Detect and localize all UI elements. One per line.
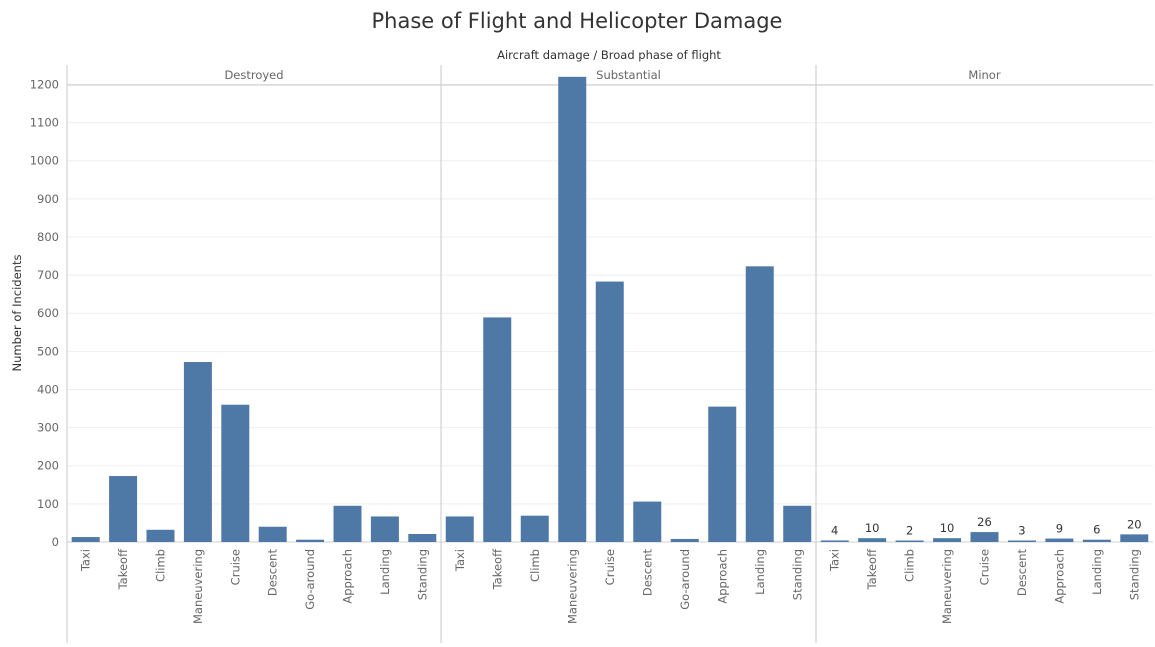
x-tick-label: Landing xyxy=(753,549,767,595)
data-label: 26 xyxy=(977,515,992,529)
plot-area: 0 100 200 300 400 500 600 700 800 900 1000 1100 1200… xyxy=(30,65,1153,643)
bar-substantial-landing xyxy=(745,266,774,542)
bar-minor-climb xyxy=(895,540,924,542)
bar-destroyed-descent xyxy=(258,526,287,542)
data-label: 20 xyxy=(1127,517,1142,531)
y-tick-label: 400 xyxy=(37,382,59,396)
data-label: 3 xyxy=(1018,524,1025,538)
x-tick-label: Climb xyxy=(154,549,168,582)
bar-destroyed-landing xyxy=(370,516,399,542)
x-tick-label: Maneuvering xyxy=(940,549,954,624)
y-tick-label: 200 xyxy=(37,459,59,473)
bar-destroyed-approach xyxy=(333,505,362,542)
bar-substantial-takeoff xyxy=(483,317,512,542)
x-tick-label: Takeoff xyxy=(865,548,879,591)
y-tick-label: 300 xyxy=(37,421,59,435)
x-tick-label: Taxi xyxy=(453,549,467,572)
y-tick-label: 600 xyxy=(37,306,59,320)
bar-substantial-approach xyxy=(708,406,737,542)
data-label: 4 xyxy=(831,523,838,537)
bar-substantial-climb xyxy=(520,515,549,542)
x-tick-label: Approach xyxy=(715,549,729,604)
bar-minor-landing xyxy=(1082,539,1111,542)
bar-substantial-taxi xyxy=(445,516,474,542)
x-tick-label: Standing xyxy=(415,549,429,600)
x-tick-label: Landing xyxy=(1090,549,1104,595)
y-tick-label: 100 xyxy=(37,497,59,511)
x-tick-label: Climb xyxy=(903,549,917,582)
facet-label-destroyed: Destroyed xyxy=(224,68,283,82)
chart-subtitle: Aircraft damage / Broad phase of flight xyxy=(497,48,721,62)
y-tick-label: 900 xyxy=(37,192,59,206)
data-label: 9 xyxy=(1056,522,1063,536)
bar-substantial-standing xyxy=(783,505,812,542)
x-tick-label: Cruise xyxy=(603,549,617,585)
bar-destroyed-standing xyxy=(408,533,437,542)
x-tick-label: Takeoff xyxy=(116,548,130,591)
x-tick-label: Landing xyxy=(378,549,392,595)
x-tick-label: Go-around xyxy=(678,549,692,610)
bar-destroyed-maneuvering xyxy=(183,362,212,542)
x-tick-label: Takeoff xyxy=(490,548,504,591)
bar-destroyed-go-around xyxy=(296,539,325,542)
bar-minor-taxi xyxy=(820,540,849,542)
bar-minor-takeoff xyxy=(858,538,887,542)
bar-minor-standing xyxy=(1120,534,1149,542)
x-tick-label: Approach xyxy=(341,549,355,604)
x-tick-label: Taxi xyxy=(828,549,842,572)
y-tick-label: 1100 xyxy=(30,116,59,130)
x-tick-label: Descent xyxy=(1015,549,1029,597)
chart-title: Phase of Flight and Helicopter Damage xyxy=(372,9,783,33)
data-label: 6 xyxy=(1093,523,1100,537)
bar-substantial-descent xyxy=(633,501,662,542)
y-tick-label: 800 xyxy=(37,230,59,244)
bar-minor-approach xyxy=(1045,538,1074,542)
bar-minor-descent xyxy=(1007,540,1036,542)
bar-substantial-go-around xyxy=(670,538,699,542)
y-tick-label: 0 xyxy=(52,535,59,549)
facet-label-minor: Minor xyxy=(968,68,1000,82)
x-tick-label: Maneuvering xyxy=(565,549,579,624)
bar-substantial-cruise xyxy=(595,281,624,542)
x-tick-label: Cruise xyxy=(978,549,992,585)
data-label: 2 xyxy=(906,524,913,538)
y-axis-label: Number of Incidents xyxy=(10,255,24,372)
bar-minor-cruise xyxy=(970,532,999,542)
bar-minor-maneuvering xyxy=(933,538,962,542)
y-tick-label: 500 xyxy=(37,344,59,358)
bar-destroyed-takeoff xyxy=(109,476,138,542)
x-tick-label: Taxi xyxy=(79,549,93,572)
y-tick-label: 1200 xyxy=(30,77,59,91)
bar-substantial-maneuvering xyxy=(558,76,587,543)
bar-destroyed-taxi xyxy=(71,537,100,542)
y-tick-label: 1000 xyxy=(30,154,59,168)
x-tick-label: Approach xyxy=(1052,549,1066,604)
facet-label-substantial: Substantial xyxy=(596,68,661,82)
data-label: 10 xyxy=(940,521,955,535)
x-tick-label: Climb xyxy=(528,549,542,582)
x-tick-label: Descent xyxy=(640,549,654,597)
x-tick-label: Go-around xyxy=(303,549,317,610)
data-label: 10 xyxy=(865,521,880,535)
x-tick-label: Standing xyxy=(790,549,804,600)
x-tick-label: Cruise xyxy=(228,549,242,585)
x-tick-label: Descent xyxy=(266,549,280,597)
bar-destroyed-climb xyxy=(146,529,175,542)
bar-destroyed-cruise xyxy=(221,404,250,542)
x-tick-label: Standing xyxy=(1127,549,1141,600)
y-tick-label: 700 xyxy=(37,268,59,282)
x-tick-label: Maneuvering xyxy=(191,549,205,624)
